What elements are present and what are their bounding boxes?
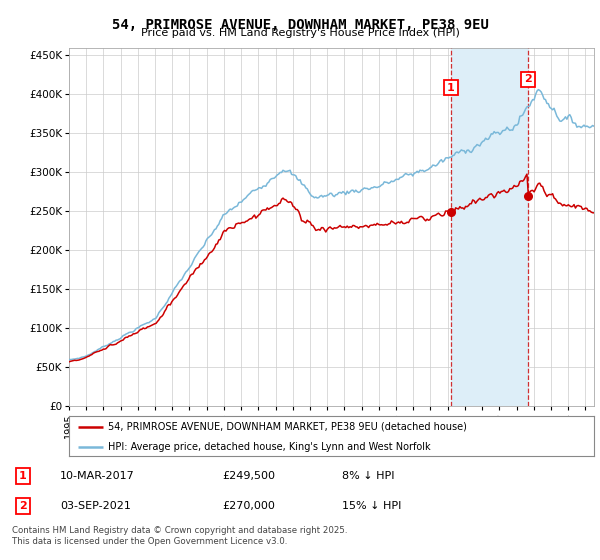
- Text: 1: 1: [447, 82, 455, 92]
- Text: 10-MAR-2017: 10-MAR-2017: [60, 471, 135, 481]
- Text: £249,500: £249,500: [222, 471, 275, 481]
- Text: 03-SEP-2021: 03-SEP-2021: [60, 501, 131, 511]
- Text: 8% ↓ HPI: 8% ↓ HPI: [342, 471, 395, 481]
- Text: 15% ↓ HPI: 15% ↓ HPI: [342, 501, 401, 511]
- Text: £270,000: £270,000: [222, 501, 275, 511]
- Text: 2: 2: [524, 74, 532, 85]
- Text: Contains HM Land Registry data © Crown copyright and database right 2025.
This d: Contains HM Land Registry data © Crown c…: [12, 526, 347, 546]
- Text: HPI: Average price, detached house, King's Lynn and West Norfolk: HPI: Average price, detached house, King…: [109, 442, 431, 452]
- Text: 1: 1: [19, 471, 26, 481]
- Text: 54, PRIMROSE AVENUE, DOWNHAM MARKET, PE38 9EU: 54, PRIMROSE AVENUE, DOWNHAM MARKET, PE3…: [112, 18, 488, 32]
- Text: 2: 2: [19, 501, 26, 511]
- Text: 54, PRIMROSE AVENUE, DOWNHAM MARKET, PE38 9EU (detached house): 54, PRIMROSE AVENUE, DOWNHAM MARKET, PE3…: [109, 422, 467, 432]
- Bar: [451, 48, 528, 406]
- Text: Price paid vs. HM Land Registry's House Price Index (HPI): Price paid vs. HM Land Registry's House …: [140, 28, 460, 38]
